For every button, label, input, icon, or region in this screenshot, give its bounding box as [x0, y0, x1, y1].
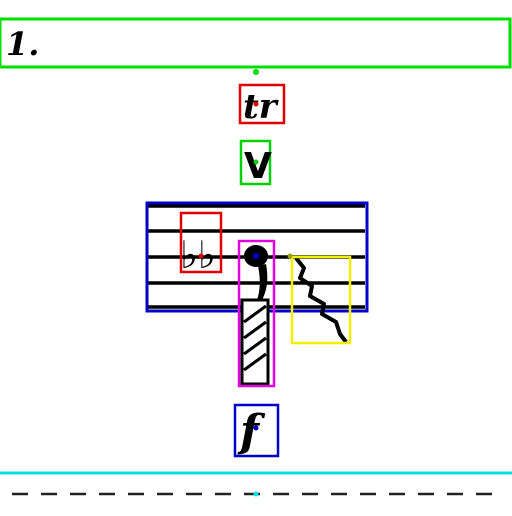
- trill-region: tr: [238, 83, 286, 127]
- note-region: [237, 239, 276, 388]
- accidentals-region: ♭♭: [179, 211, 223, 277]
- dynamic-bbox: [233, 403, 280, 458]
- header-bbox: [0, 17, 512, 69]
- trill-bbox: [238, 83, 286, 125]
- squiggle-line: [294, 256, 348, 344]
- squiggle-region: [287, 253, 352, 345]
- dynamic-symbol: f: [237, 406, 266, 457]
- flag-hatch-2: [243, 320, 267, 340]
- breath-mark-region: V: [239, 139, 272, 187]
- breath-mark-symbol: V: [244, 146, 272, 187]
- flag-hatch-1: [243, 304, 267, 324]
- breath-mark-bbox: [239, 139, 272, 186]
- note-anchor-dot: [253, 253, 259, 259]
- dynamic-region: f: [233, 403, 280, 458]
- flag-hatch-4: [243, 352, 267, 372]
- accidentals-bbox: [179, 211, 223, 274]
- header-label: 1.: [6, 25, 39, 63]
- dynamic-anchor-dot: [253, 425, 259, 431]
- flag-hatch-3: [243, 336, 267, 356]
- header-region: 1.: [0, 17, 512, 75]
- footer-region: [0, 471, 512, 497]
- separator-anchor-dot: [253, 491, 259, 497]
- trill-symbol: tr: [243, 87, 279, 127]
- note-stem: [257, 264, 268, 300]
- accidentals-anchor-dot: [198, 253, 204, 259]
- trill-anchor-dot: [253, 101, 259, 107]
- header-anchor-dot: [253, 69, 259, 75]
- squiggle-anchor-dot: [287, 253, 293, 259]
- breath-mark-anchor-dot: [253, 159, 259, 165]
- double-flat-symbol: ♭♭: [180, 233, 216, 277]
- note-flag: [240, 298, 270, 386]
- squiggle-bbox: [290, 255, 352, 345]
- note-bbox: [237, 239, 276, 388]
